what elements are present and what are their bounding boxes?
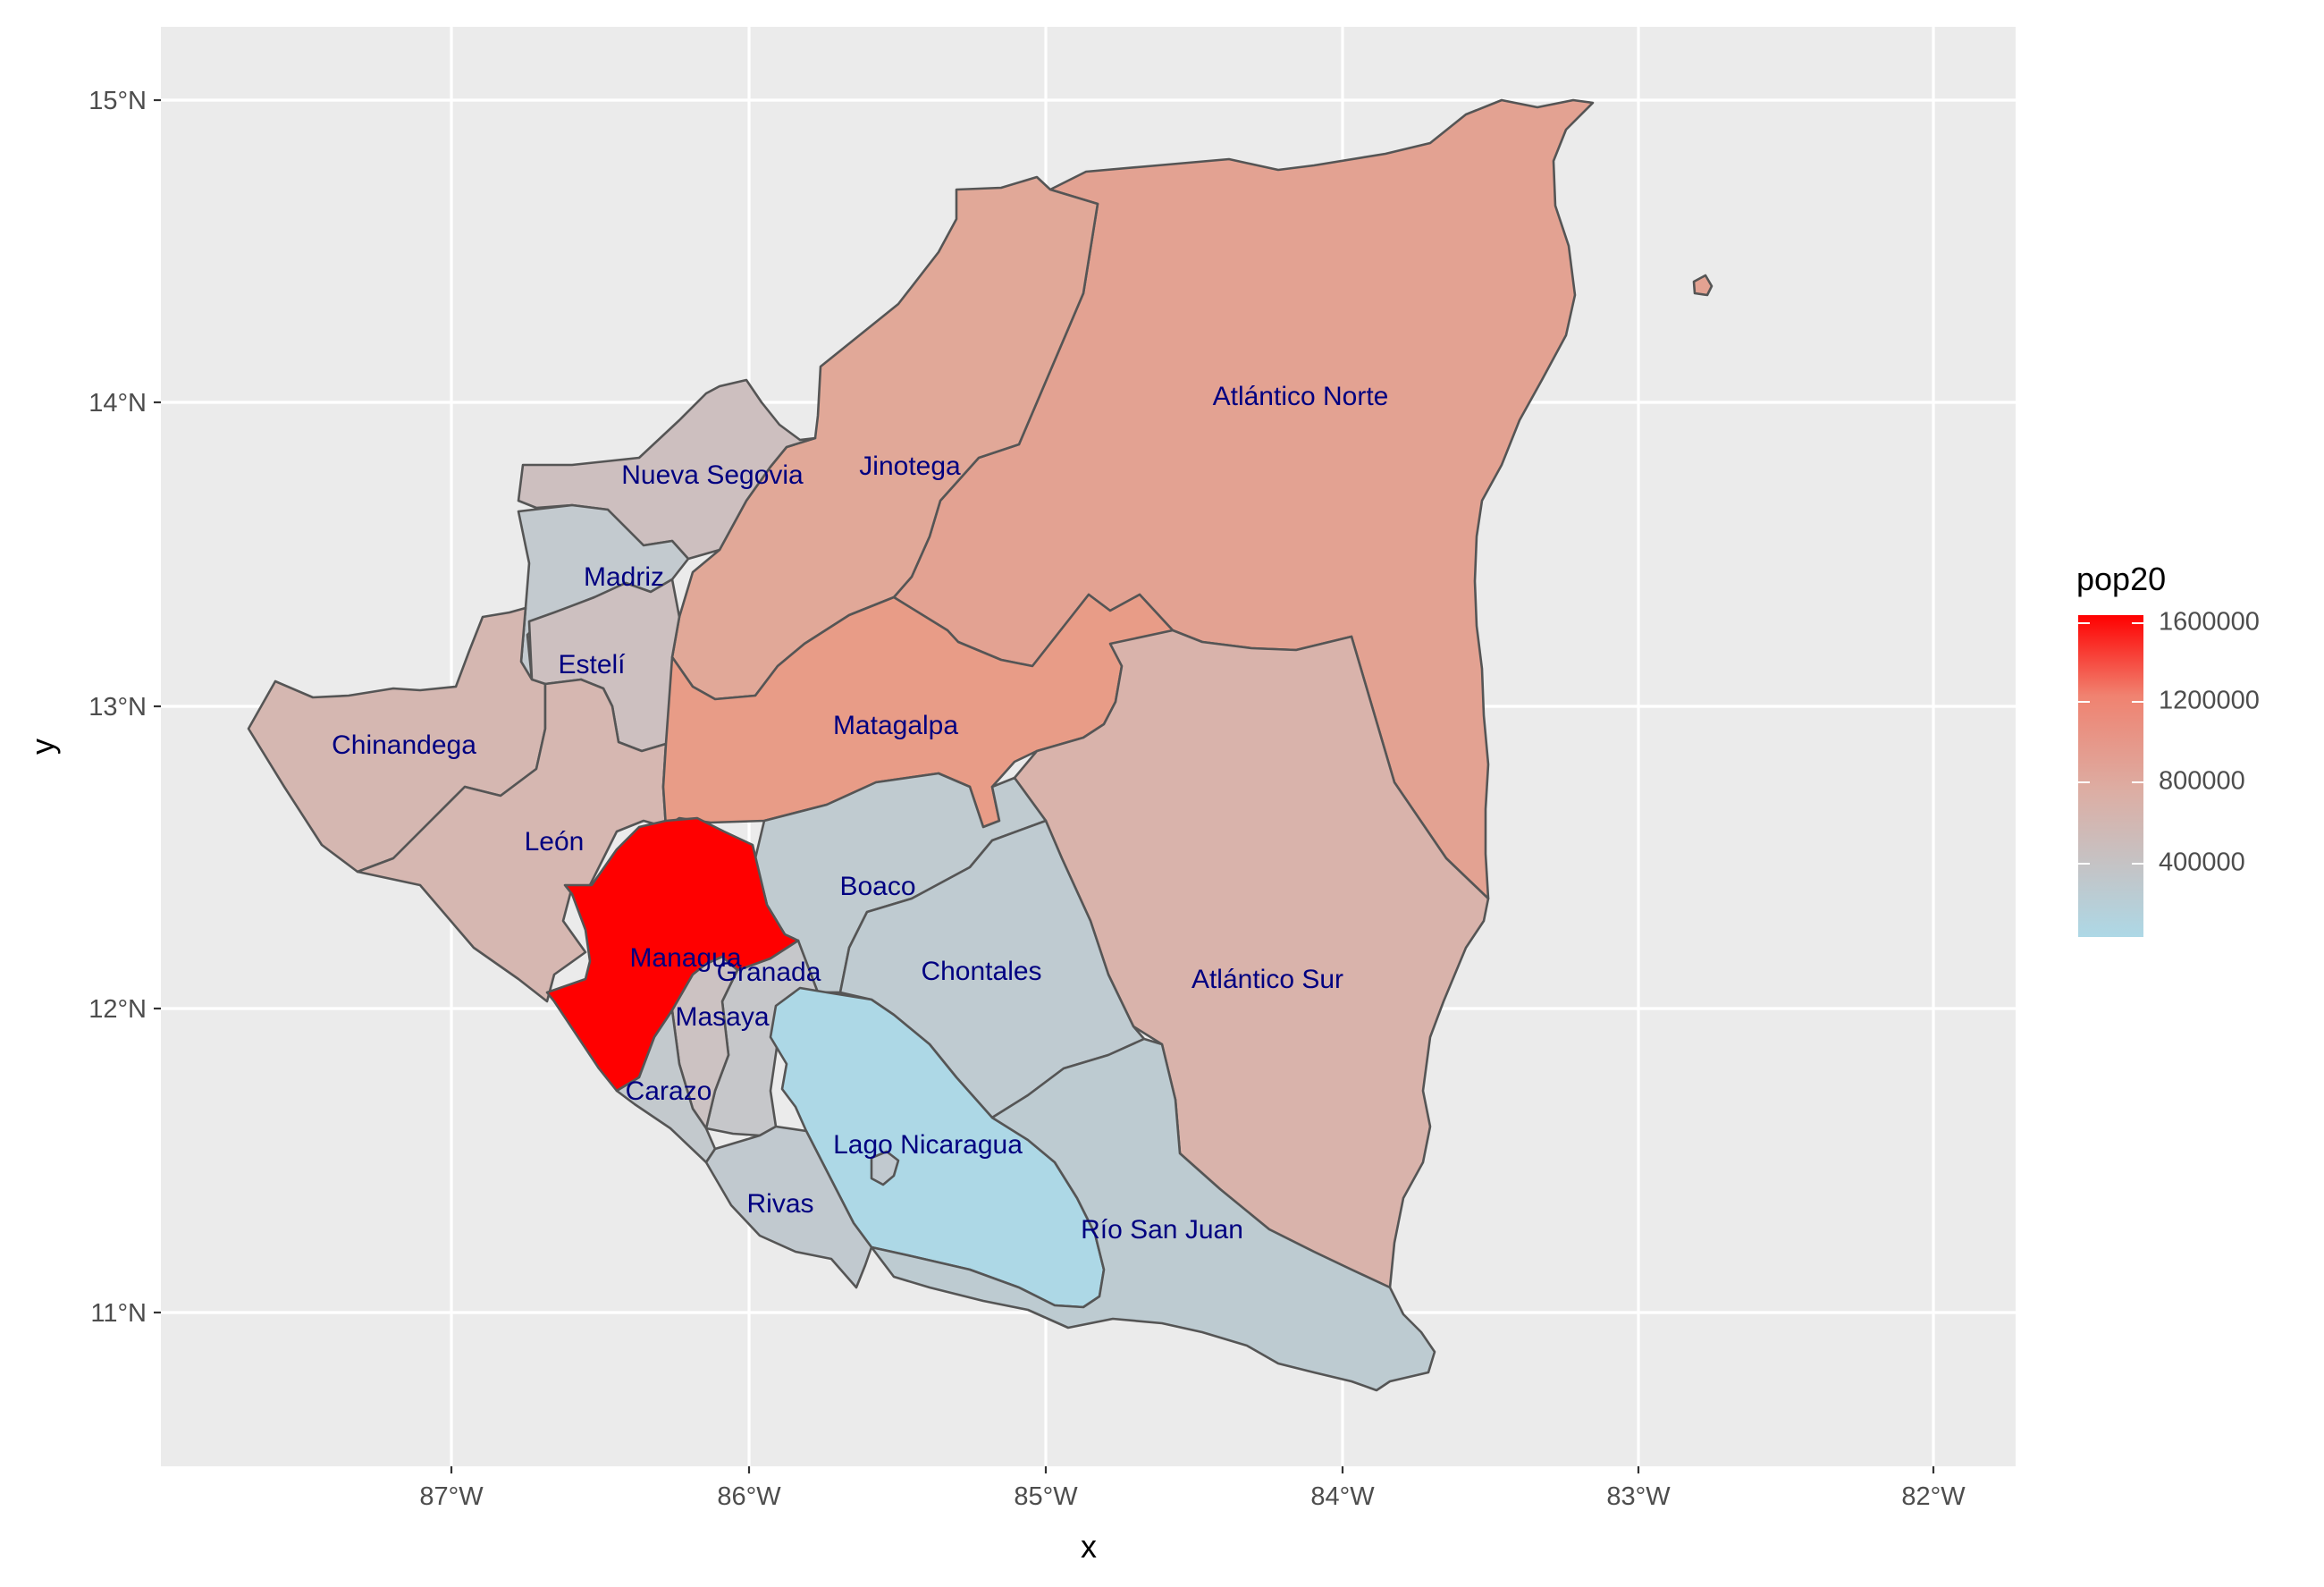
legend: pop20 1600000 1200000 800000 400000	[2076, 561, 2260, 937]
regions-layer	[247, 98, 1714, 1392]
region-labels: Atlántico Norte Jinotega Nueva Segovia M…	[332, 382, 1388, 1245]
y-tick-label: 12°N	[88, 995, 147, 1024]
y-tick-label: 15°N	[88, 87, 147, 115]
x-axis: 87°W 86°W 85°W 84°W 83°W 82°W x	[419, 1466, 1966, 1565]
label-jinotega: Jinotega	[859, 452, 961, 481]
label-nueva-segovia: Nueva Segovia	[621, 460, 804, 490]
x-tick-label: 85°W	[1014, 1482, 1078, 1511]
region-rivas	[704, 1125, 873, 1289]
x-tick-label: 86°W	[717, 1482, 781, 1511]
legend-title: pop20	[2076, 561, 2166, 597]
x-axis-title: x	[1081, 1528, 1097, 1565]
label-chontales: Chontales	[921, 957, 1041, 986]
legend-label: 1200000	[2159, 687, 2260, 715]
label-chinandega: Chinandega	[332, 730, 476, 760]
label-atlantico-norte: Atlántico Norte	[1213, 382, 1389, 411]
y-tick-label: 11°N	[90, 1299, 147, 1328]
label-boaco: Boaco	[839, 872, 915, 901]
label-rivas: Rivas	[746, 1189, 813, 1219]
legend-label: 1600000	[2159, 608, 2260, 637]
label-matagalpa: Matagalpa	[833, 711, 958, 740]
island-ometepe	[870, 1150, 900, 1186]
legend-label: 400000	[2159, 848, 2245, 877]
label-granada: Granada	[717, 958, 821, 987]
x-tick-label: 84°W	[1310, 1482, 1375, 1511]
label-lago-nicaragua: Lago Nicaragua	[833, 1130, 1023, 1160]
label-masaya: Masaya	[675, 1002, 769, 1032]
y-tick-label: 13°N	[88, 693, 147, 722]
label-madriz: Madriz	[584, 562, 664, 592]
x-tick-label: 83°W	[1606, 1482, 1671, 1511]
label-managua: Managua	[629, 943, 741, 973]
y-axis: 15°N 14°N 13°N 12°N 11°N y	[24, 87, 161, 1328]
label-atlantico-sur: Atlántico Sur	[1191, 965, 1343, 994]
legend-colorbar	[2078, 615, 2143, 937]
y-tick-label: 14°N	[88, 389, 147, 418]
x-tick-label: 87°W	[419, 1482, 484, 1511]
label-leon: León	[525, 827, 585, 857]
legend-label: 800000	[2159, 767, 2245, 796]
label-esteli: Estelí	[558, 650, 626, 680]
label-rio-san-juan: Río San Juan	[1081, 1215, 1243, 1245]
region-rio-san-juan	[870, 1037, 1436, 1392]
label-carazo: Carazo	[626, 1076, 712, 1106]
x-tick-label: 82°W	[1901, 1482, 1966, 1511]
region-carazo	[615, 1009, 717, 1164]
island-offshore	[1692, 274, 1714, 297]
y-axis-title: y	[24, 739, 61, 755]
